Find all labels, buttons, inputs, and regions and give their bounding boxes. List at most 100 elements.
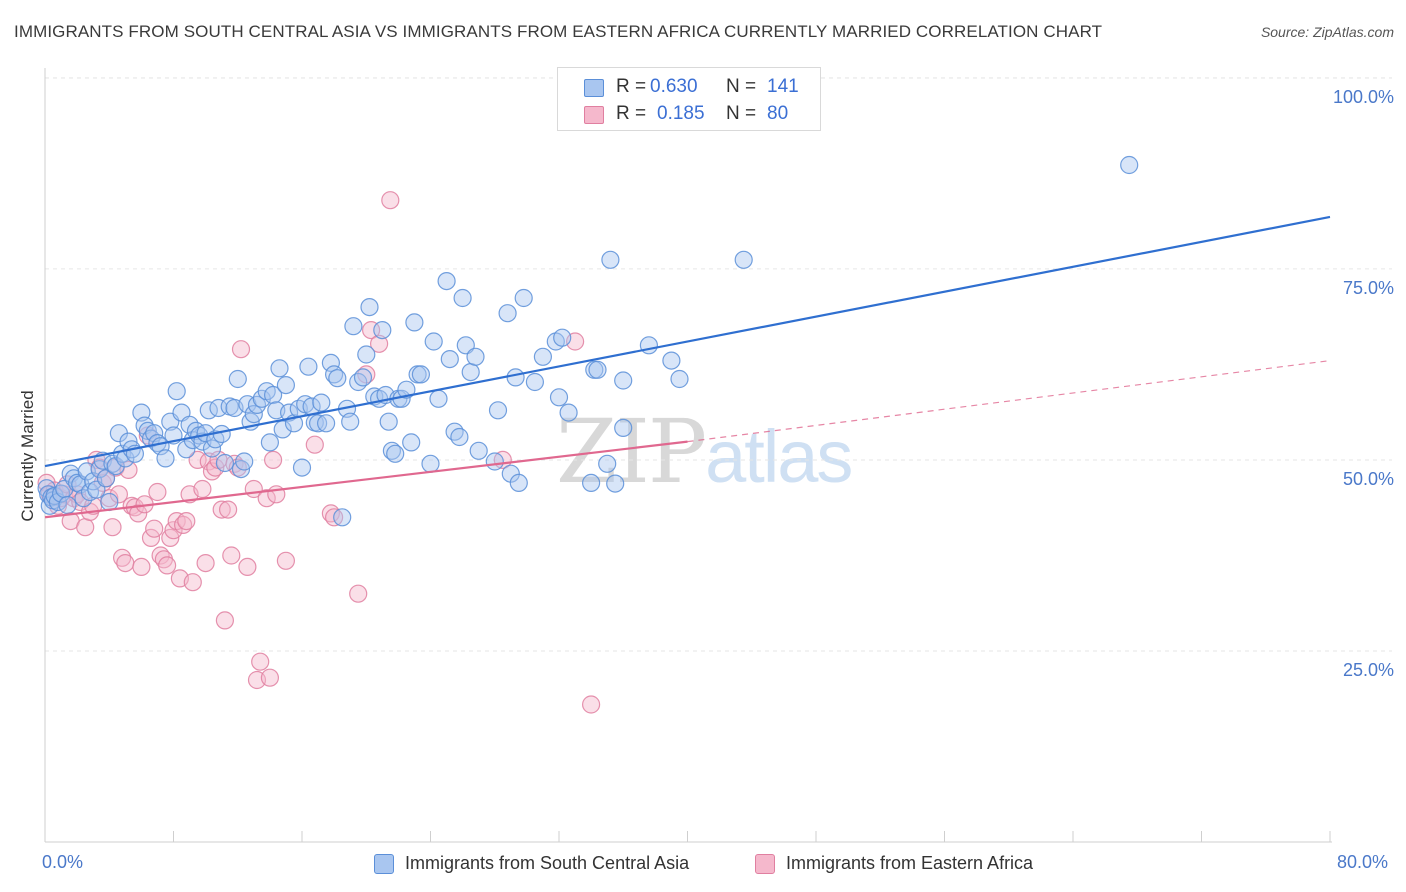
data-point — [588, 360, 607, 379]
data-point — [553, 328, 572, 347]
data-point — [317, 414, 336, 433]
legend-swatch-pink — [584, 106, 604, 124]
data-point — [1120, 155, 1139, 175]
data-point — [424, 332, 443, 351]
trend-line-eastern-africa — [44, 440, 688, 519]
data-point — [58, 495, 77, 515]
data-point — [360, 298, 379, 317]
data-point — [312, 393, 331, 412]
data-point — [260, 668, 279, 687]
data-point — [445, 422, 464, 441]
trend-line-south-central-asia — [44, 215, 1331, 468]
data-point — [148, 482, 167, 502]
data-point — [370, 334, 389, 353]
data-point — [132, 557, 151, 577]
data-point — [103, 518, 122, 537]
data-point — [183, 573, 202, 592]
data-point — [734, 250, 753, 269]
legend-n-value: 141 — [767, 76, 799, 97]
series-legend: Immigrants from South Central Asia Immig… — [0, 852, 1406, 878]
watermark-atlas: atlas — [705, 415, 853, 498]
data-point — [321, 353, 340, 372]
data-point — [381, 191, 400, 210]
chart-title: IMMIGRANTS FROM SOUTH CENTRAL ASIA VS IM… — [14, 22, 1103, 41]
data-point — [235, 452, 254, 471]
data-point — [116, 553, 135, 573]
data-point — [382, 441, 401, 460]
data-point — [405, 313, 424, 332]
data-point — [525, 372, 545, 392]
data-point — [156, 449, 175, 468]
axes — [44, 68, 1332, 843]
data-point — [264, 385, 283, 405]
legend-r-value: 0.185 — [657, 103, 705, 124]
data-point — [453, 288, 472, 308]
data-point — [357, 345, 376, 364]
data-point — [353, 368, 373, 387]
data-point — [485, 452, 504, 471]
data-point — [260, 433, 279, 452]
data-point — [498, 304, 517, 323]
data-point — [379, 412, 398, 431]
data-point — [450, 427, 469, 447]
data-point — [257, 489, 276, 508]
x-tick-label-max: 80.0% — [1337, 852, 1389, 872]
data-point — [670, 369, 689, 389]
correlation-legend: R = 0.630 N = 141 R = 0.185 N = 80 — [557, 67, 821, 131]
data-point — [559, 403, 578, 422]
data-point — [606, 474, 625, 493]
data-point — [76, 518, 95, 537]
data-point — [109, 485, 129, 504]
data-point — [212, 500, 231, 519]
data-point — [299, 357, 318, 376]
data-point — [305, 435, 324, 454]
series-south-central-asia — [37, 155, 1139, 527]
data-point — [158, 556, 177, 575]
data-point — [129, 504, 148, 523]
series-legend-swatch-pink — [755, 854, 775, 874]
data-point — [421, 454, 440, 473]
data-point — [167, 382, 186, 401]
data-point — [292, 458, 312, 477]
data-point — [231, 340, 251, 359]
data-point — [349, 584, 368, 603]
data-point — [215, 453, 234, 473]
legend-r-label: R = — [616, 103, 647, 124]
data-point — [341, 412, 360, 431]
trend-lines — [44, 215, 1331, 519]
data-point — [39, 485, 58, 504]
legend-swatch-blue — [584, 79, 604, 97]
data-point — [437, 272, 456, 291]
legend-row-eastern-africa: R = 0.185 N = 80 — [558, 100, 820, 128]
data-point — [112, 548, 132, 567]
source-credit: Source: ZipAtlas.com — [1260, 24, 1394, 40]
data-point — [145, 519, 164, 538]
legend-n-value: 80 — [767, 103, 789, 124]
watermark-zip: ZIP — [556, 400, 707, 503]
data-point — [581, 695, 601, 714]
data-point — [440, 350, 459, 369]
data-point — [196, 553, 215, 573]
y-tick-label-25: 25.0% — [1342, 660, 1394, 680]
legend-row-south-central-asia: R = 0.630 N = 141 — [558, 73, 820, 101]
x-tick-label-min: 0.0% — [42, 852, 84, 872]
series-legend-label: Immigrants from South Central Asia — [405, 853, 690, 873]
data-point — [276, 376, 295, 395]
data-point — [333, 508, 352, 527]
series-legend-label: Immigrants from Eastern Africa — [786, 853, 1034, 873]
data-point — [402, 433, 421, 452]
data-point — [328, 369, 347, 388]
data-point — [177, 511, 196, 531]
y-tick-label-100: 100.0% — [1332, 87, 1394, 107]
data-point — [411, 365, 430, 384]
data-point — [614, 418, 633, 437]
data-point — [193, 479, 212, 499]
series-legend-swatch-blue — [374, 854, 394, 874]
data-point — [247, 395, 267, 414]
data-point — [549, 388, 569, 407]
data-point — [598, 454, 617, 473]
y-tick-label-75: 75.0% — [1342, 278, 1394, 298]
legend-n-label: N = — [726, 103, 757, 124]
trend-extension-eastern-africa — [687, 360, 1331, 443]
